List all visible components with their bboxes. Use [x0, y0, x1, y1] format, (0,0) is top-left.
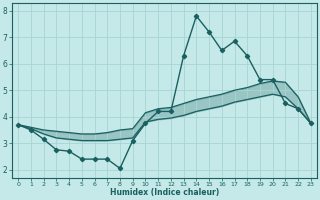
X-axis label: Humidex (Indice chaleur): Humidex (Indice chaleur) [110, 188, 219, 197]
